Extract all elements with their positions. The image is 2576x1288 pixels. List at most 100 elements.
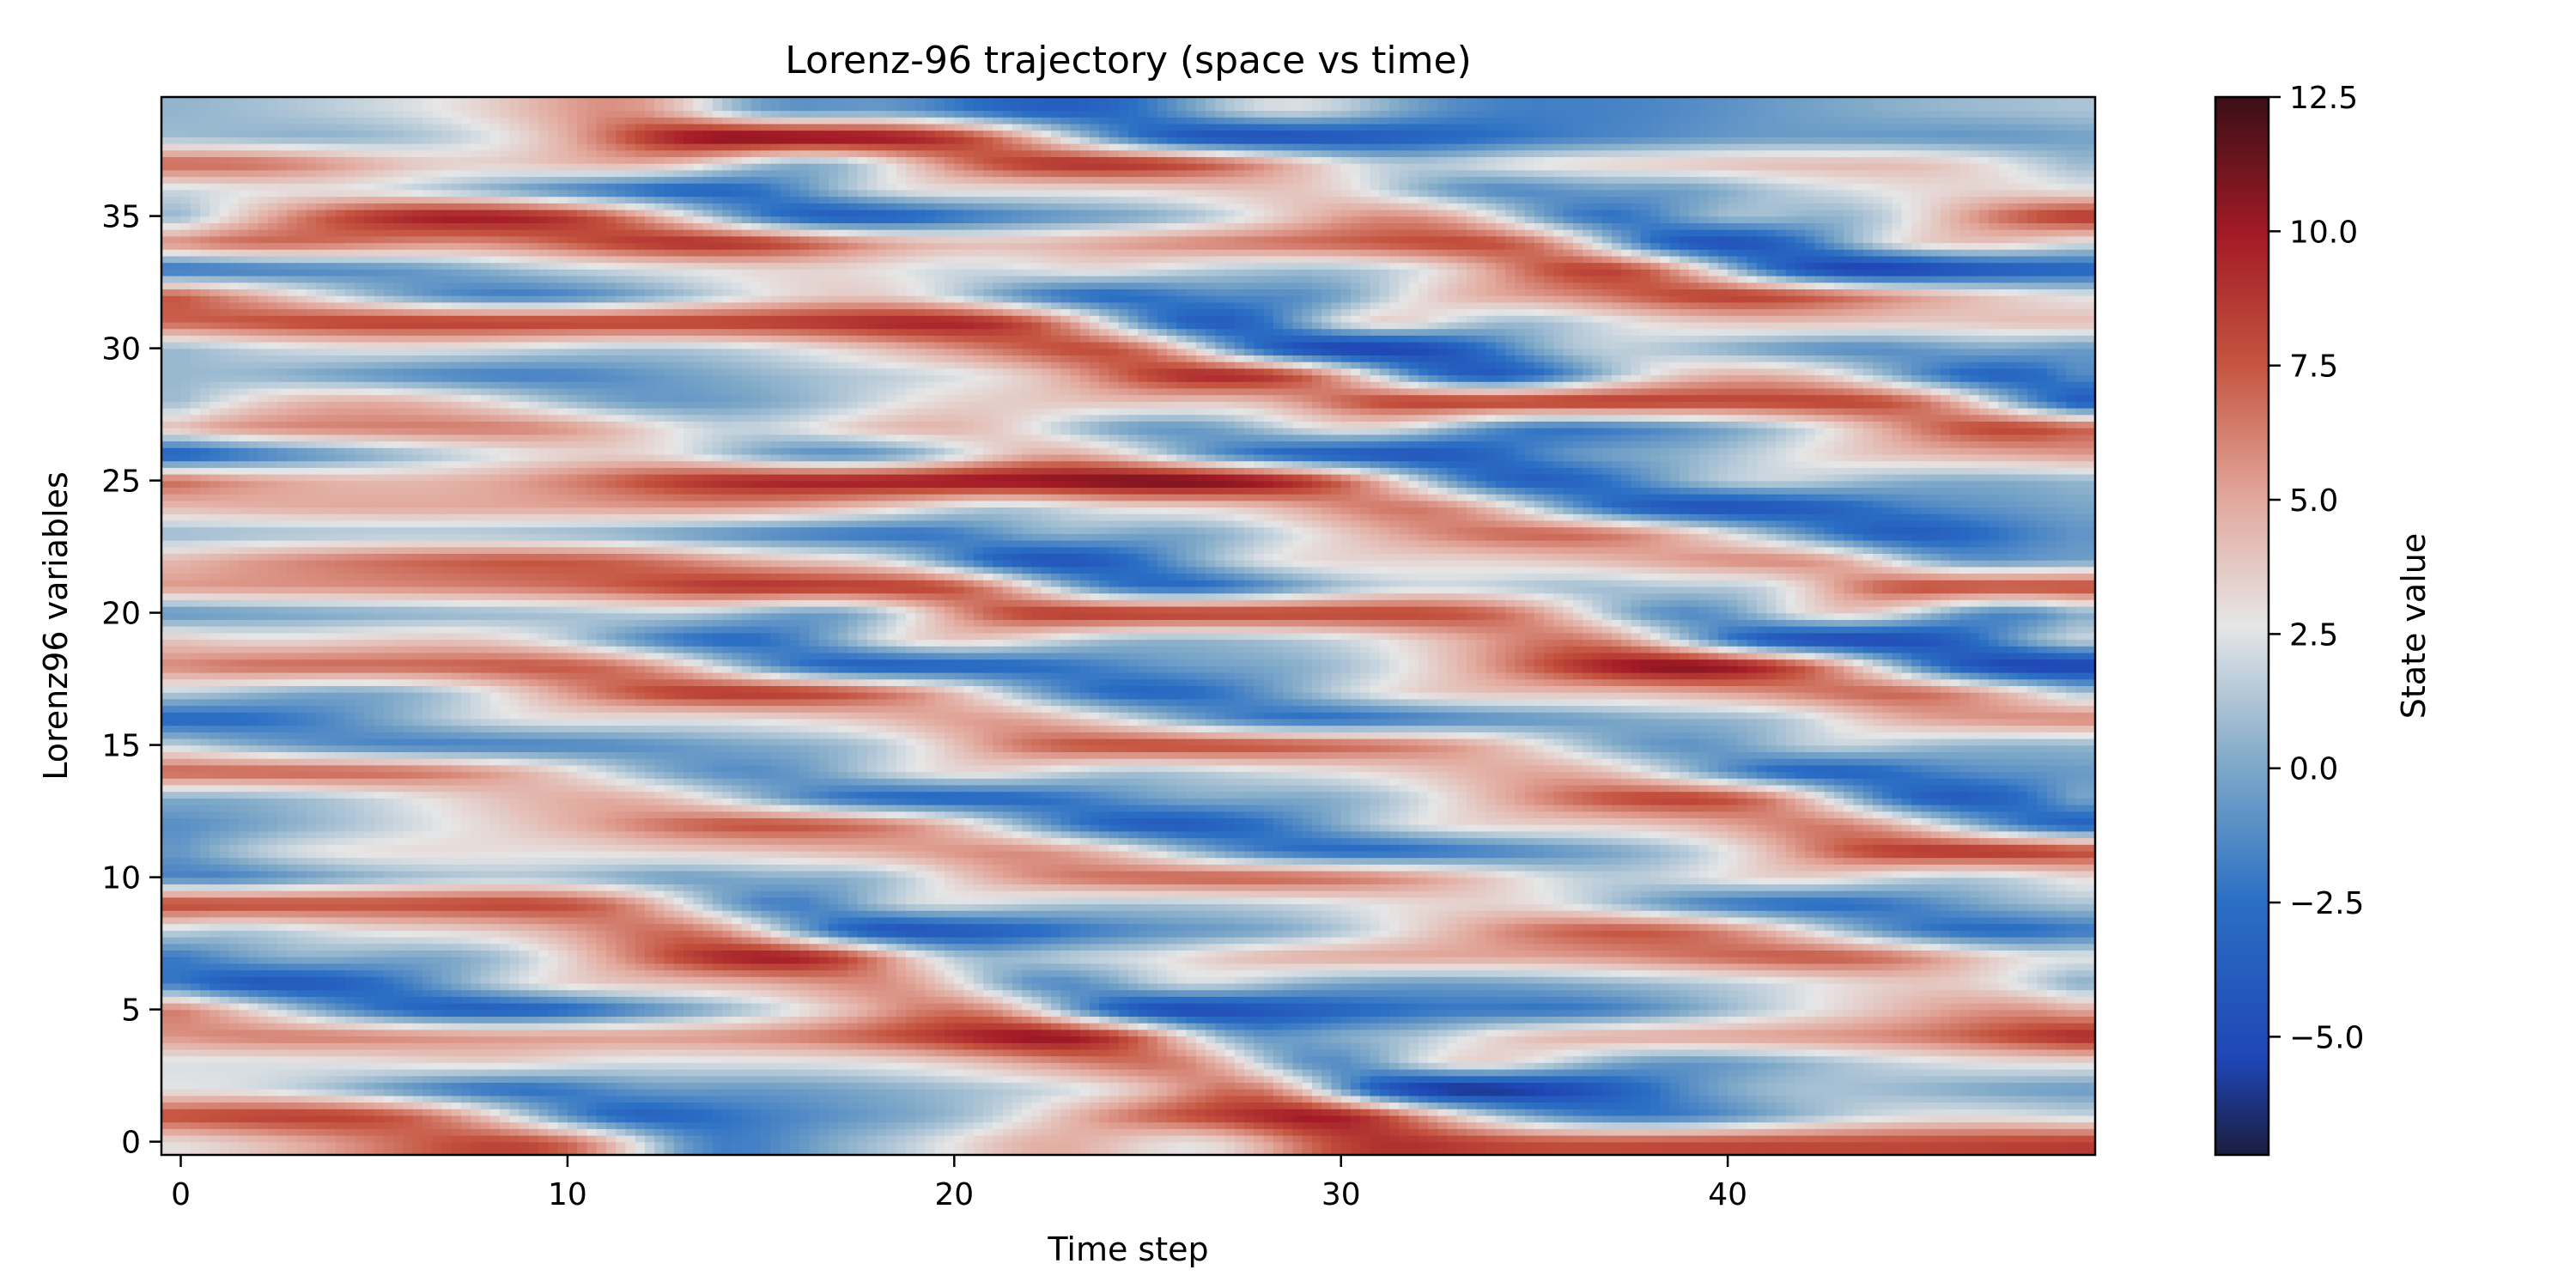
heatmap-cell (374, 275, 385, 283)
heatmap-cell (383, 890, 394, 898)
heatmap-cell (190, 249, 201, 257)
heatmap-cell (267, 798, 278, 805)
heatmap-cell (412, 599, 423, 607)
heatmap-cell (364, 387, 375, 396)
heatmap-cell (393, 982, 404, 991)
heatmap-cell (403, 513, 414, 521)
heatmap-cell (180, 539, 191, 548)
heatmap-cell (316, 698, 327, 707)
heatmap-cell (296, 341, 307, 349)
heatmap-cell (355, 612, 366, 620)
heatmap-cell (200, 1042, 210, 1050)
heatmap-cell (383, 282, 394, 289)
heatmap-cell (210, 315, 221, 323)
heatmap-cell (248, 599, 259, 607)
heatmap-cell (344, 692, 355, 700)
heatmap-cell (180, 744, 191, 752)
heatmap-cell (306, 460, 317, 468)
heatmap-cell (248, 1115, 259, 1123)
heatmap-cell (210, 97, 221, 105)
heatmap-cell (267, 460, 278, 468)
heatmap-cell (393, 553, 404, 561)
heatmap-cell (422, 539, 433, 548)
heatmap-cell (383, 605, 394, 614)
heatmap-cell (239, 1128, 250, 1136)
heatmap-cell (190, 771, 201, 779)
heatmap-cell (306, 295, 317, 303)
heatmap-cell (287, 341, 298, 349)
heatmap-cell (277, 930, 289, 938)
heatmap-cell (393, 428, 404, 435)
heatmap-cell (383, 507, 394, 514)
heatmap-cell (180, 804, 191, 812)
heatmap-cell (248, 784, 259, 793)
heatmap-cell (248, 1082, 259, 1090)
heatmap-cell (219, 526, 230, 534)
heatmap-cell (422, 156, 433, 164)
heatmap-cell (383, 957, 394, 964)
heatmap-cell (267, 526, 278, 534)
heatmap-cell (344, 732, 355, 739)
heatmap-cell (296, 896, 307, 905)
heatmap-cell (287, 295, 298, 303)
heatmap-cell (248, 639, 259, 647)
heatmap-cell (412, 295, 423, 303)
heatmap-cell (451, 1109, 462, 1116)
heatmap-cell (422, 1029, 433, 1037)
heatmap-cell (306, 903, 317, 911)
heatmap-cell (393, 249, 404, 257)
heatmap-cell (306, 282, 317, 289)
heatmap-cell (451, 982, 462, 991)
heatmap-cell (316, 235, 327, 244)
heatmap-cell (200, 1023, 210, 1030)
heatmap-cell (306, 1023, 317, 1030)
heatmap-cell (316, 1036, 327, 1043)
heatmap-cell (344, 744, 355, 752)
heatmap-cell (239, 176, 250, 184)
heatmap-cell (355, 957, 366, 964)
heatmap-cell (432, 573, 443, 580)
heatmap-cell (277, 328, 289, 336)
heatmap-cell (403, 1075, 414, 1083)
heatmap-cell (422, 203, 433, 210)
heatmap-cell (210, 1016, 221, 1024)
heatmap-cell (344, 599, 355, 607)
heatmap-cell (355, 222, 366, 230)
heatmap-cell (344, 1002, 355, 1011)
heatmap-cell (267, 341, 278, 349)
heatmap-cell (325, 580, 337, 587)
heatmap-cell (325, 546, 337, 554)
heatmap-cell (296, 758, 307, 766)
heatmap-cell (451, 890, 462, 898)
heatmap-cell (335, 811, 346, 818)
heatmap-cell (277, 791, 289, 799)
heatmap-cell (267, 196, 278, 204)
heatmap-cell (190, 428, 201, 435)
heatmap-cell (210, 916, 221, 925)
heatmap-cell (432, 110, 443, 118)
heatmap-cell (422, 487, 433, 495)
heatmap-cell (316, 414, 327, 422)
heatmap-cell (432, 791, 443, 799)
heatmap-cell (258, 467, 269, 475)
heatmap-cell (228, 599, 240, 607)
heatmap-cell (403, 692, 414, 700)
heatmap-cell (161, 758, 172, 766)
heatmap-cell (200, 580, 210, 587)
heatmap-cell (306, 361, 317, 369)
heatmap-cell (267, 744, 278, 752)
heatmap-cell (228, 507, 240, 514)
heatmap-cell (180, 97, 191, 105)
heatmap-cell (344, 255, 355, 264)
heatmap-cell (393, 546, 404, 554)
heatmap-cell (161, 599, 172, 607)
heatmap-cell (451, 163, 462, 171)
heatmap-cell (383, 117, 394, 125)
heatmap-cell (267, 817, 278, 825)
heatmap-cell (432, 1102, 443, 1109)
heatmap-cell (335, 1016, 346, 1024)
heatmap-cell (171, 368, 182, 376)
heatmap-cell (393, 282, 404, 289)
heatmap-cell (258, 1128, 269, 1136)
heatmap-cell (335, 923, 346, 931)
